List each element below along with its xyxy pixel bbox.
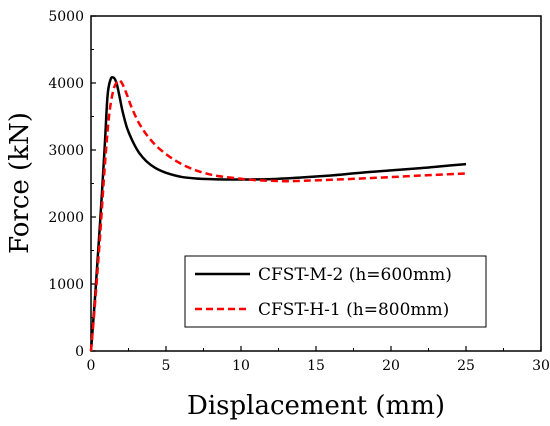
legend: CFST-M-2 (h=600mm) CFST-H-1 (h=800mm) (184, 255, 487, 328)
x-tick-label: 5 (162, 358, 171, 374)
x-tick-label: 10 (232, 358, 250, 374)
x-tick-label: 20 (382, 358, 400, 374)
y-tick-label: 1000 (48, 277, 84, 293)
series-line-cfst-h-1 (89, 78, 467, 352)
axis-ticks: 0 5 10 15 20 25 30 0 1000 2000 3000 4000 5000 (48, 9, 550, 374)
y-tick-label: 5000 (48, 9, 84, 25)
x-tick-label: 30 (532, 358, 550, 374)
y-tick-label: 3000 (48, 143, 84, 159)
series-line-cfst-m-2 (89, 75, 467, 352)
legend-label-cfst-m-2: CFST-M-2 (h=600mm) (258, 265, 452, 285)
x-tick-label: 25 (457, 358, 475, 374)
legend-box (184, 255, 487, 328)
y-tick-label: 0 (75, 344, 84, 360)
y-tick-label: 2000 (48, 210, 84, 226)
x-tick-label: 0 (87, 358, 96, 374)
x-tick-label: 15 (307, 358, 325, 374)
series-lines (89, 75, 467, 352)
y-axis-label: Force (kN) (5, 112, 35, 254)
x-axis-label: Displacement (mm) (187, 391, 445, 421)
legend-label-cfst-h-1: CFST-H-1 (h=800mm) (258, 300, 449, 320)
y-tick-label: 4000 (48, 76, 84, 92)
